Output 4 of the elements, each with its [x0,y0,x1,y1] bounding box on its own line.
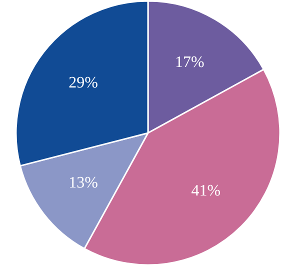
data-label: 41% [191,182,221,200]
data-label: 29% [68,74,98,92]
data-label: 13% [68,174,98,192]
data-label: 17% [174,54,204,72]
